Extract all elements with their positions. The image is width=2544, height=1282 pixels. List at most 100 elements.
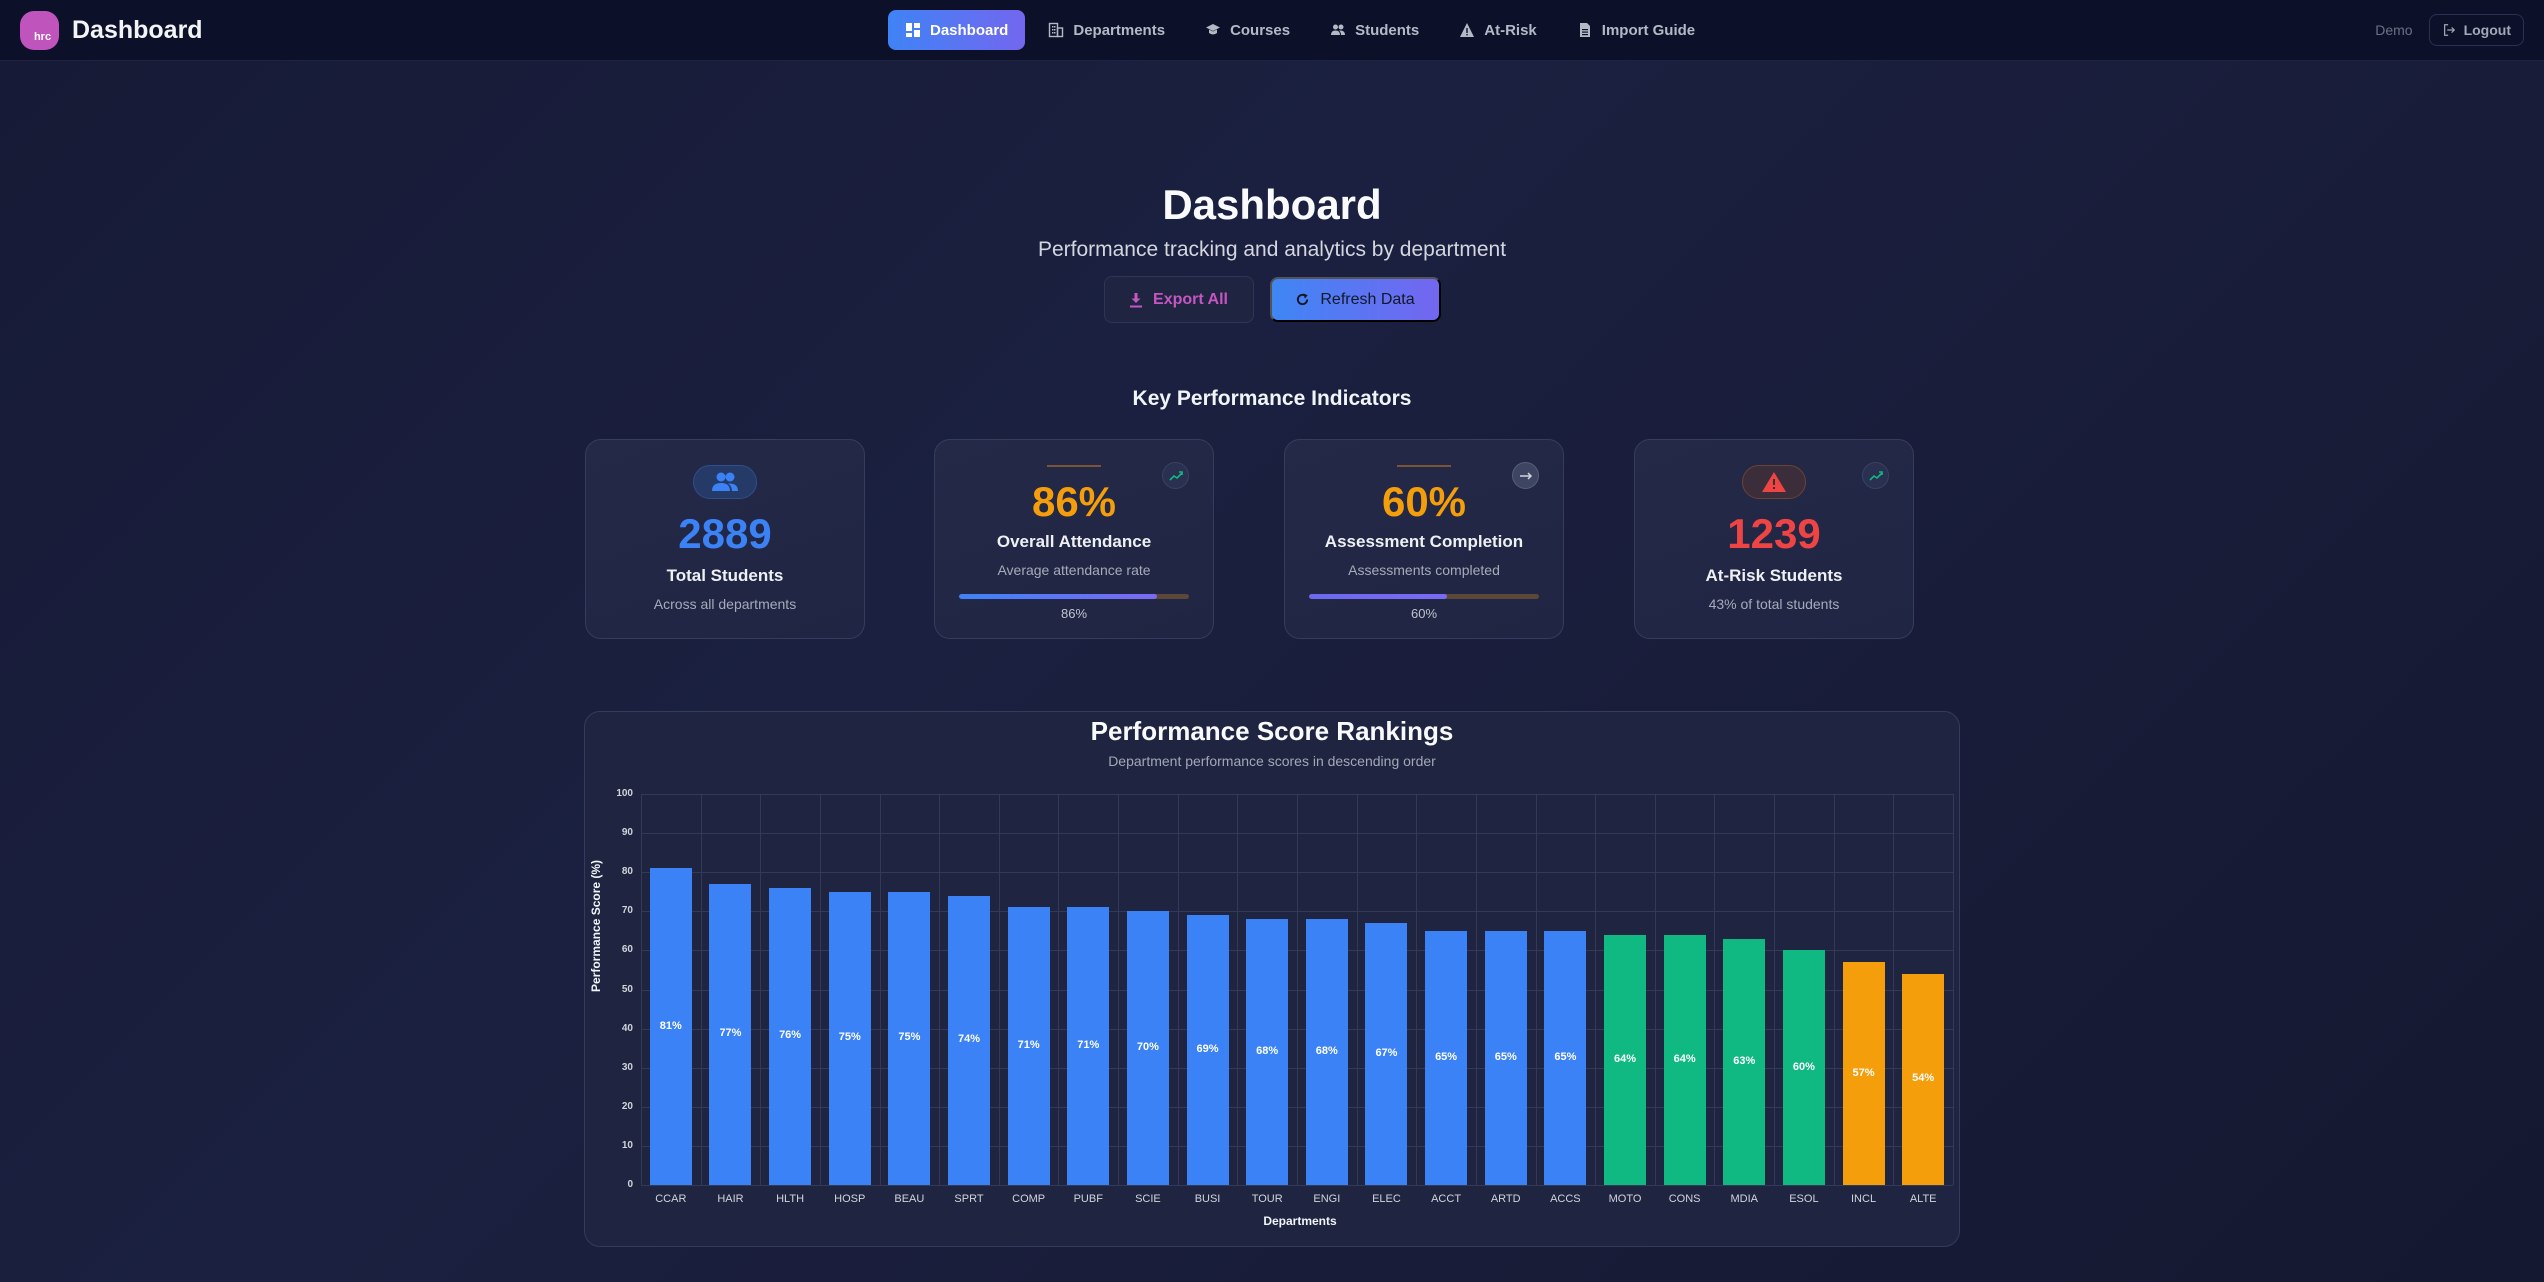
hero-actions: Export All Refresh Data bbox=[0, 276, 2544, 323]
chart-bar-hair[interactable]: 77% bbox=[709, 883, 752, 1185]
nav-dashboard[interactable]: Dashboard bbox=[888, 10, 1026, 50]
gridline bbox=[879, 794, 881, 1185]
chart-bar-comp[interactable]: 71% bbox=[1007, 907, 1050, 1185]
trending-up-icon bbox=[1168, 470, 1183, 481]
chart-plot-area: 0 10 20 30 40 50 60 70 80 90 100 81% CCAR 77% HAIR 76% H… bbox=[616, 788, 1954, 1205]
building-icon bbox=[1049, 22, 1064, 38]
gridline bbox=[1237, 794, 1239, 1185]
kpi-label: Overall Attendance bbox=[996, 532, 1152, 551]
kpi-desc: 43% of total students bbox=[1708, 596, 1840, 612]
chart-bar-sprt[interactable]: 74% bbox=[948, 895, 990, 1185]
kpi-accent-line bbox=[1047, 465, 1101, 467]
bar-value-label: 63% bbox=[1733, 1054, 1756, 1067]
bar-value-label: 77% bbox=[719, 1027, 742, 1040]
chart-bar-cons[interactable]: 64% bbox=[1663, 934, 1706, 1185]
kpi-label: Assessment Completion bbox=[1324, 532, 1524, 551]
chart-bar-esol[interactable]: 60% bbox=[1782, 950, 1825, 1185]
chart-bar-tour[interactable]: 68% bbox=[1246, 919, 1289, 1185]
warning-triangle-icon bbox=[1460, 23, 1475, 37]
user-name: Demo bbox=[2375, 22, 2413, 38]
kpi-desc: Assessments completed bbox=[1348, 562, 1500, 578]
bar-value-label: 74% bbox=[957, 1033, 981, 1046]
y-tick-label: 50 bbox=[621, 983, 633, 995]
chart-bar-beau[interactable]: 75% bbox=[888, 891, 931, 1185]
nav-import-guide[interactable]: Import Guide bbox=[1560, 10, 1712, 50]
logout-button[interactable]: Logout bbox=[2428, 14, 2524, 46]
chart-bar-artd[interactable]: 65% bbox=[1484, 930, 1527, 1185]
chart-bar-elec[interactable]: 67% bbox=[1365, 923, 1408, 1185]
gridline bbox=[1714, 794, 1716, 1185]
nav-students[interactable]: Students bbox=[1313, 10, 1436, 50]
refresh-icon bbox=[1297, 293, 1309, 306]
nav-departments[interactable]: Departments bbox=[1031, 10, 1182, 50]
chart-bar-accs[interactable]: 65% bbox=[1544, 930, 1587, 1185]
progress-text: 60% bbox=[1410, 606, 1438, 621]
chart-bar-pubf[interactable]: 71% bbox=[1067, 907, 1110, 1185]
bar-value-label: 71% bbox=[1077, 1039, 1100, 1052]
x-tick-label: CCAR bbox=[655, 1193, 687, 1205]
chart-bar-alte[interactable]: 54% bbox=[1902, 973, 1945, 1185]
chart-bar-engi[interactable]: 68% bbox=[1305, 919, 1348, 1185]
arrow-right-icon bbox=[1519, 471, 1532, 480]
kpi-desc: Average attendance rate bbox=[997, 562, 1151, 578]
chart-bar-scie[interactable]: 70% bbox=[1126, 911, 1169, 1185]
bar-value-label: 57% bbox=[1852, 1066, 1875, 1079]
kpi-card-total-students: 2889 Total Students Across all departmen… bbox=[585, 439, 865, 639]
nav-at-risk[interactable]: At-Risk bbox=[1442, 10, 1554, 50]
gridline bbox=[1356, 794, 1358, 1185]
kpi-label: At-Risk Students bbox=[1705, 566, 1843, 585]
x-tick-label: SPRT bbox=[954, 1193, 984, 1205]
progress-fill bbox=[959, 594, 1157, 599]
chart-bar-acct[interactable]: 65% bbox=[1425, 930, 1468, 1185]
top-navbar: hrc Dashboard Dashboard Departments Cour… bbox=[0, 0, 2544, 61]
performance-chart-card: Performance Score Rankings Department pe… bbox=[584, 711, 1960, 1247]
page-subtitle: Performance tracking and analytics by de… bbox=[1037, 238, 1507, 261]
chart-bar-moto[interactable]: 64% bbox=[1604, 934, 1646, 1185]
y-tick-label: 60 bbox=[621, 944, 633, 956]
user-area: Demo Logout bbox=[2375, 14, 2524, 46]
export-all-button[interactable]: Export All bbox=[1103, 276, 1254, 323]
gridline bbox=[1058, 794, 1060, 1185]
gridline bbox=[1416, 794, 1418, 1185]
grid-icon bbox=[906, 23, 920, 37]
kpi-value: 2889 bbox=[678, 510, 772, 557]
bar-value-label: 76% bbox=[779, 1029, 802, 1042]
chart-bar-mdia[interactable]: 63% bbox=[1723, 938, 1766, 1185]
chart-bar-hosp[interactable]: 75% bbox=[828, 891, 871, 1185]
bar-value-label: 65% bbox=[1435, 1050, 1458, 1063]
chart-bar-ccar[interactable]: 81% bbox=[649, 868, 692, 1185]
gridline bbox=[1475, 794, 1477, 1185]
y-tick-label: 30 bbox=[621, 1061, 633, 1073]
x-tick-label: MDIA bbox=[1730, 1193, 1759, 1205]
chart-bar-busi[interactable]: 69% bbox=[1186, 915, 1229, 1185]
chart-bar-incl[interactable]: 57% bbox=[1842, 962, 1885, 1185]
x-tick-label: BEAU bbox=[894, 1193, 925, 1205]
x-tick-label: INCL bbox=[1851, 1193, 1877, 1205]
x-tick-label: COMP bbox=[1012, 1193, 1046, 1205]
refresh-data-label: Refresh Data bbox=[1320, 290, 1415, 308]
refresh-data-button[interactable]: Refresh Data bbox=[1269, 277, 1441, 322]
bar-value-label: 64% bbox=[1673, 1052, 1696, 1065]
x-tick-label: ALTE bbox=[1909, 1193, 1937, 1205]
x-tick-label: ARTD bbox=[1490, 1193, 1521, 1205]
gridline bbox=[700, 794, 702, 1185]
nav-students-label: Students bbox=[1355, 21, 1420, 39]
kpi-card-attendance: 86% Overall Attendance Average attendanc… bbox=[934, 439, 1214, 639]
kpi-card-at-risk: 1239 At-Risk Students 43% of total stude… bbox=[1634, 439, 1914, 639]
gridline bbox=[1893, 794, 1895, 1185]
x-tick-label: MOTO bbox=[1608, 1193, 1642, 1205]
x-tick-label: PUBF bbox=[1073, 1193, 1103, 1205]
gridline bbox=[1535, 794, 1537, 1185]
progress-text: 86% bbox=[1060, 606, 1088, 621]
kpi-value: 86% bbox=[1031, 478, 1117, 525]
nav-courses[interactable]: Courses bbox=[1188, 10, 1307, 50]
kpi-value: 1239 bbox=[1727, 510, 1821, 557]
y-tick-label: 90 bbox=[621, 827, 633, 839]
kpi-desc: Across all departments bbox=[653, 596, 797, 612]
brand[interactable]: hrc Dashboard bbox=[20, 11, 203, 50]
document-icon bbox=[1579, 23, 1590, 37]
chart-bar-hlth[interactable]: 76% bbox=[769, 887, 812, 1185]
kpi-card-assessment: 60% Assessment Completion Assessments co… bbox=[1284, 439, 1564, 639]
bar-value-label: 69% bbox=[1196, 1043, 1219, 1056]
y-tick-label: 70 bbox=[621, 905, 633, 917]
